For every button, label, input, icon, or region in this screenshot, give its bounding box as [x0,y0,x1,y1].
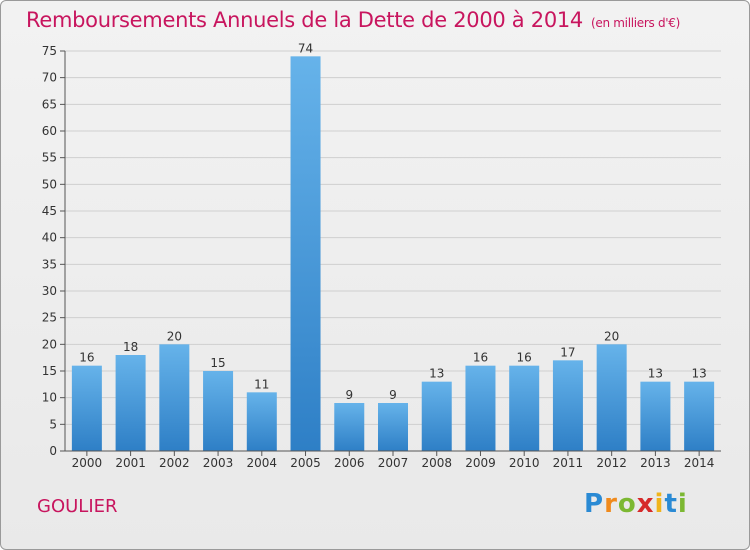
logo-letter: x [636,489,655,519]
bar-2001 [115,355,146,451]
value-label-2011: 17 [560,345,575,359]
x-tick-label-2003: 2003 [203,456,234,470]
bar-2007 [378,403,408,451]
chart-unit: (en milliers d'€) [591,16,681,30]
value-label-2001: 18 [123,340,138,354]
value-label-2006: 9 [345,388,353,402]
x-tick-label-2012: 2012 [596,456,627,470]
value-label-2000: 16 [79,351,94,365]
value-label-2009: 16 [473,351,488,365]
x-tick-label-2005: 2005 [290,456,321,470]
value-label-2014: 13 [691,367,706,381]
x-tick-label-2002: 2002 [159,456,190,470]
value-label-2007: 9 [389,388,397,402]
logo-letter: r [604,489,618,519]
bar-2011 [552,360,583,451]
y-tick-label: 55 [42,151,57,165]
bar-2010 [509,365,540,451]
commune-name: GOULIER [37,496,118,517]
x-tick-label-2013: 2013 [640,456,671,470]
y-tick-label: 0 [49,444,57,458]
bar-2006 [334,403,365,451]
proxiti-logo: Proxiti [584,489,688,519]
chart-title: Remboursements Annuels de la Dette de 20… [26,8,680,32]
x-tick-label-2004: 2004 [247,456,278,470]
y-axis-ticks: 0 5 10 15 20 25 30 35 40 45 50 55 60 65 70 75 [42,44,65,458]
y-tick-label: 60 [42,124,57,138]
x-tick-label-2008: 2008 [421,456,452,470]
bar-2009 [465,365,496,451]
value-labels: 16 18 20 15 11 74 9 9 13 16 16 17 20 13 13 [79,41,707,402]
chart-title-text: Remboursements Annuels de la Dette de 20… [26,8,583,32]
bar-2014 [684,381,715,451]
x-tick-label-2007: 2007 [378,456,409,470]
bars [71,56,715,451]
y-tick-label: 75 [42,44,57,58]
x-tick-label-2010: 2010 [509,456,540,470]
value-label-2004: 11 [254,377,269,391]
value-label-2003: 15 [210,356,225,370]
y-tick-label: 25 [42,311,57,325]
y-tick-label: 65 [42,97,57,111]
y-tick-label: 30 [42,284,57,298]
logo-letter: t [664,489,678,519]
x-tick-label-2009: 2009 [465,456,496,470]
logo-letter: i [677,489,688,519]
bar-2003 [203,371,234,451]
bar-2002 [159,344,190,451]
bar-2005 [290,56,321,451]
y-tick-label: 20 [42,337,57,351]
y-tick-label: 45 [42,204,57,218]
value-label-2005: 74 [298,41,313,55]
y-tick-label: 50 [42,177,57,191]
axes [64,51,721,452]
bar-2008 [421,381,452,451]
x-tick-label-2001: 2001 [115,456,146,470]
logo-letter: i [654,489,665,519]
x-tick-label-2011: 2011 [553,456,584,470]
logo-letter: o [617,489,637,519]
value-label-2013: 13 [648,367,663,381]
y-tick-label: 35 [42,257,57,271]
x-axis-ticks: 2000 2001 2002 2003 2004 2005 2006 2007 2008 2009… [72,451,715,470]
value-label-2012: 20 [604,329,619,343]
bar-2012 [596,344,627,451]
bar-2000 [71,365,102,451]
value-label-2010: 16 [517,351,532,365]
bar-2013 [640,381,671,451]
y-tick-label: 70 [42,71,57,85]
y-tick-label: 10 [42,391,57,405]
bar-2004 [246,392,277,451]
x-tick-label-2006: 2006 [334,456,365,470]
x-tick-label-2000: 2000 [72,456,103,470]
y-tick-label: 40 [42,231,57,245]
value-label-2008: 13 [429,367,444,381]
y-tick-label: 15 [42,364,57,378]
value-label-2002: 20 [167,329,182,343]
logo-letter: P [584,489,605,519]
y-tick-label: 5 [49,417,57,431]
x-tick-label-2014: 2014 [684,456,715,470]
